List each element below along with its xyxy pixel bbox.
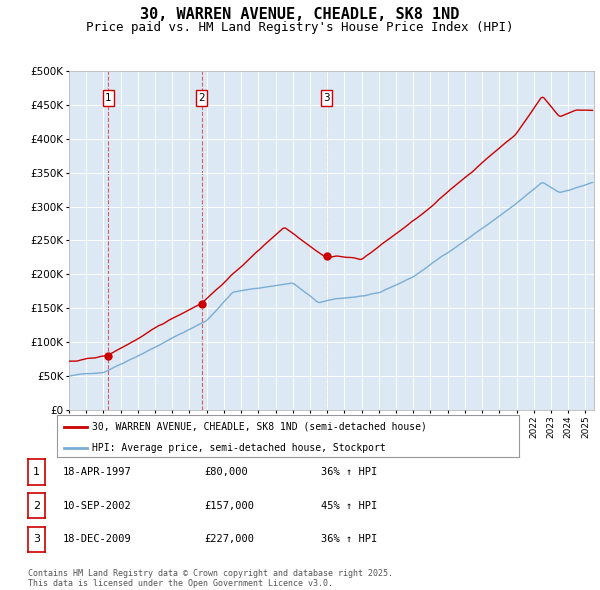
Text: Price paid vs. HM Land Registry's House Price Index (HPI): Price paid vs. HM Land Registry's House … bbox=[86, 21, 514, 34]
Text: 36% ↑ HPI: 36% ↑ HPI bbox=[321, 467, 377, 477]
Text: 30, WARREN AVENUE, CHEADLE, SK8 1ND (semi-detached house): 30, WARREN AVENUE, CHEADLE, SK8 1ND (sem… bbox=[92, 422, 427, 432]
Text: 36% ↑ HPI: 36% ↑ HPI bbox=[321, 535, 377, 544]
Text: HPI: Average price, semi-detached house, Stockport: HPI: Average price, semi-detached house,… bbox=[92, 443, 385, 453]
Text: 30, WARREN AVENUE, CHEADLE, SK8 1ND: 30, WARREN AVENUE, CHEADLE, SK8 1ND bbox=[140, 7, 460, 22]
Text: Contains HM Land Registry data © Crown copyright and database right 2025.
This d: Contains HM Land Registry data © Crown c… bbox=[28, 569, 393, 588]
Text: 2: 2 bbox=[198, 93, 205, 103]
Text: 1: 1 bbox=[105, 93, 112, 103]
Text: 3: 3 bbox=[33, 535, 40, 544]
Text: 10-SEP-2002: 10-SEP-2002 bbox=[63, 501, 132, 510]
Text: £157,000: £157,000 bbox=[204, 501, 254, 510]
Text: 2: 2 bbox=[33, 501, 40, 510]
Text: 18-DEC-2009: 18-DEC-2009 bbox=[63, 535, 132, 544]
Text: £227,000: £227,000 bbox=[204, 535, 254, 544]
Text: 45% ↑ HPI: 45% ↑ HPI bbox=[321, 501, 377, 510]
Text: £80,000: £80,000 bbox=[204, 467, 248, 477]
Text: 3: 3 bbox=[323, 93, 330, 103]
Text: 18-APR-1997: 18-APR-1997 bbox=[63, 467, 132, 477]
Text: 1: 1 bbox=[33, 467, 40, 477]
